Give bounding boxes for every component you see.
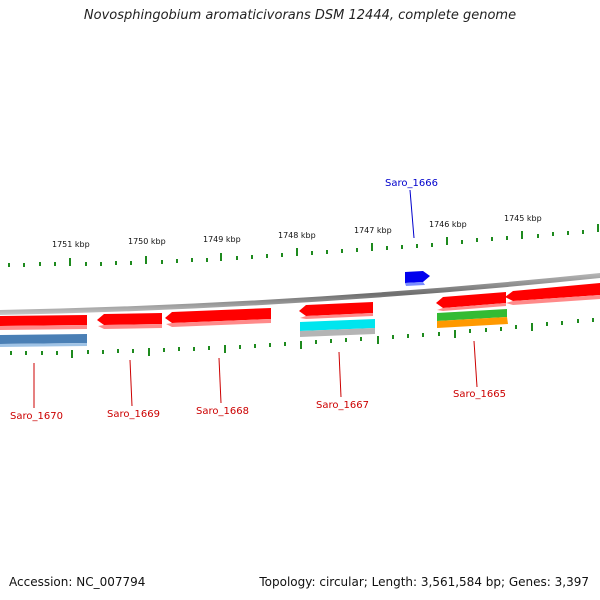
gene-label-saro-1667[interactable]: Saro_1667	[316, 400, 369, 411]
gene-label-saro-1665[interactable]: Saro_1665	[453, 389, 506, 400]
gene-label-saro-1670[interactable]: Saro_1670	[10, 411, 63, 422]
inner-tick-ring	[10, 318, 594, 358]
gene-saro-1668[interactable]	[165, 308, 271, 327]
gene-labels: Saro_1670 Saro_1669 Saro_1668 Saro_1667 …	[10, 178, 506, 422]
outer-tick-ring	[8, 224, 599, 267]
gene-saro-1669[interactable]	[97, 313, 162, 329]
gene-features	[0, 271, 600, 347]
label-connectors	[33, 189, 478, 408]
tick-label-1746: 1746 kbp	[429, 220, 467, 229]
accession-text: Accession: NC_007794	[9, 575, 146, 589]
map-title: Novosphingobium aromaticivorans DSM 1244…	[83, 8, 517, 23]
genome-stats-text: Topology: circular; Length: 3,561,584 bp…	[259, 575, 589, 589]
tick-label-1747: 1747 kbp	[354, 226, 392, 235]
gene-neighbor-right[interactable]	[505, 283, 600, 305]
genome-backbone	[0, 273, 600, 315]
gene-saro-1665[interactable]	[436, 292, 508, 328]
gene-label-saro-1666[interactable]: Saro_1666	[385, 178, 438, 189]
tick-label-1750: 1750 kbp	[128, 237, 166, 246]
tick-label-1751: 1751 kbp	[52, 240, 90, 249]
tick-label-1748: 1748 kbp	[278, 231, 316, 240]
kbp-scale: 1751 kbp 1750 kbp 1749 kbp 1748 kbp 1747…	[52, 214, 542, 249]
gene-saro-1670[interactable]	[0, 315, 87, 347]
tick-label-1745: 1745 kbp	[504, 214, 542, 223]
gene-saro-1666[interactable]	[405, 271, 430, 286]
gene-label-saro-1668[interactable]: Saro_1668	[196, 406, 249, 417]
gene-label-saro-1669[interactable]: Saro_1669	[107, 409, 160, 420]
tick-label-1749: 1749 kbp	[203, 235, 241, 244]
gene-saro-1667[interactable]	[299, 302, 375, 337]
